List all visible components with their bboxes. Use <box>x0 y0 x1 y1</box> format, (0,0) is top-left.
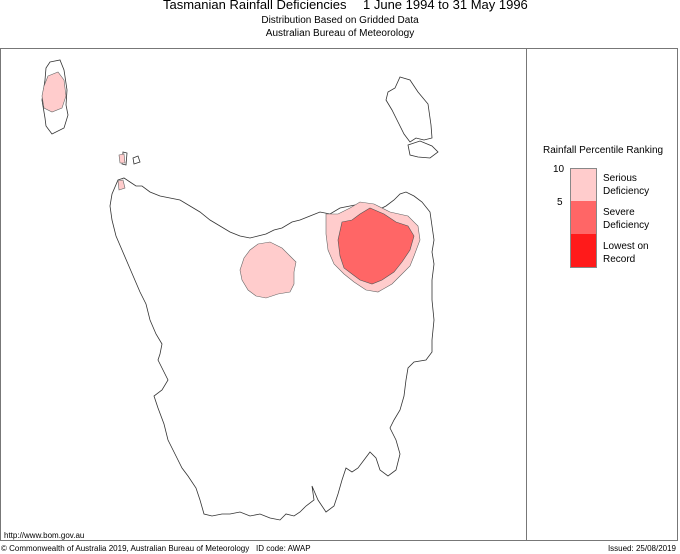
bom-url-link[interactable]: http://www.bom.gov.au <box>4 531 85 540</box>
legend-label-severe: Severe Deficiency <box>603 207 650 231</box>
map-frame <box>0 48 678 541</box>
tasmania-map <box>41 59 439 521</box>
legend-swatch-severe <box>570 201 597 235</box>
flinders-island-outline <box>385 76 433 143</box>
legend-swatch-serious <box>570 168 597 202</box>
legend-label-lowest: Lowest on Record <box>603 241 649 265</box>
legend-tick-5: 5 <box>557 197 563 208</box>
tasmania-mainland-outline <box>109 177 435 521</box>
northeast-severe-area <box>337 207 415 285</box>
cape-barren-outline <box>407 140 439 159</box>
subtitle-distribution: Distribution Based on Gridded Data <box>261 15 419 26</box>
legend-title: Rainfall Percentile Ranking <box>543 145 664 156</box>
id-code-text: ID code: AWAP <box>256 544 311 553</box>
nw-cape-serious-area <box>117 179 126 191</box>
period-text: 1 June 1994 to 31 May 1996 <box>363 0 528 12</box>
title-text: Tasmanian Rainfall Deficiencies <box>163 0 347 12</box>
legend-swatch-lowest <box>570 234 597 268</box>
nw-islet-serious-area <box>118 153 126 164</box>
king-island-serious-area <box>41 71 67 113</box>
king-island-outline <box>41 59 69 135</box>
issued-date-text: Issued: 25/08/2019 <box>607 544 676 553</box>
central-north-serious-area <box>239 241 297 299</box>
legend-label-serious: Serious Deficiency <box>603 173 650 197</box>
legend-tick-10: 10 <box>553 164 565 175</box>
subtitle-agency: Australian Bureau of Meteorology <box>265 28 415 39</box>
copyright-text: © Commonwealth of Australia 2019, Austra… <box>1 544 250 553</box>
legend-divider <box>526 48 527 541</box>
